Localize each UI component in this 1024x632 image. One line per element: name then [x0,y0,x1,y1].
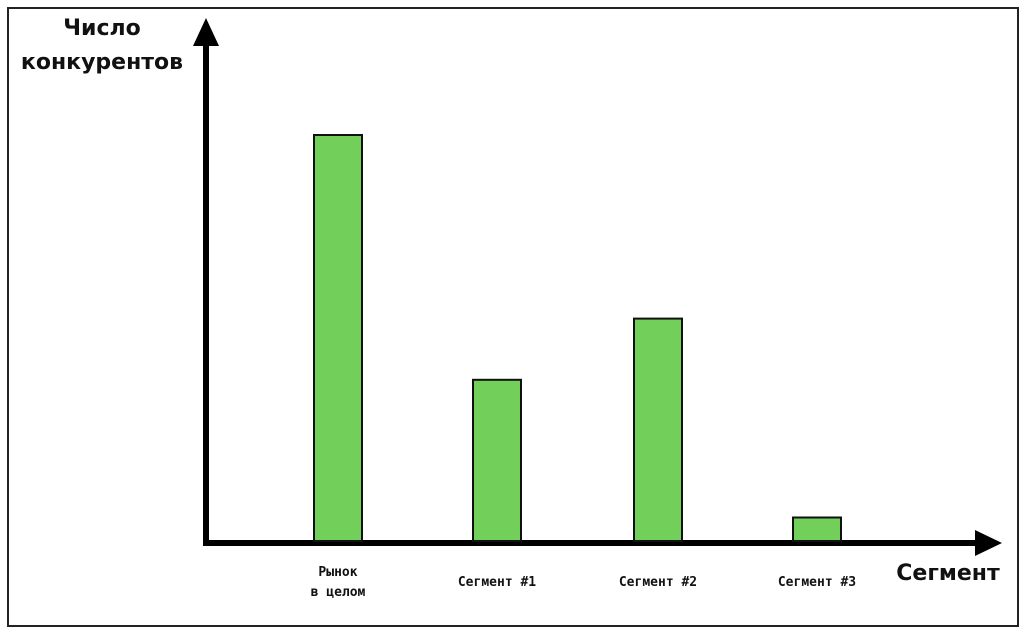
x-axis-title: Сегмент [896,561,1000,586]
x-tick-label: Сегмент #3 [777,575,857,590]
x-axis-arrow [975,530,1002,556]
y-axis-arrow [193,18,219,46]
bar [792,516,842,542]
x-tick-label: Сегмент #1 [457,575,537,590]
y-axis-title: Число конкурентов [20,16,184,75]
x-tick-label: Сегмент #2 [618,575,698,590]
bar [472,378,522,542]
bar [633,317,683,542]
bar [313,134,363,542]
frame [7,7,1019,627]
x-tick-label: Рынок в целом [310,565,366,600]
